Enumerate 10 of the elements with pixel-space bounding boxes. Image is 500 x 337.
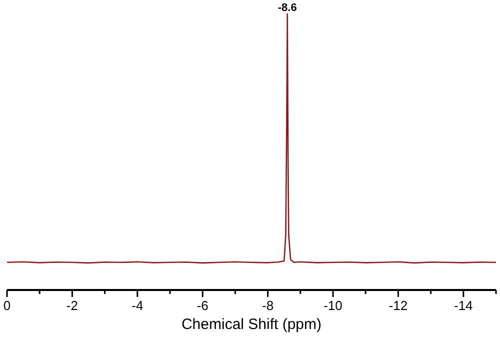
x-tick-label: -6 [196, 298, 208, 313]
annotation: -8.6 [278, 2, 297, 14]
x-tick-label: -10 [324, 298, 342, 313]
x-tick-label: -8 [262, 298, 274, 313]
x-tick-label: -4 [132, 298, 144, 313]
x-tick-label: -12 [388, 298, 408, 313]
x-axis-title: Chemical Shift (ppm) [181, 316, 322, 333]
x-tick-label: -14 [454, 298, 473, 313]
x-tick-label: -2 [66, 298, 78, 313]
x-tick-label: 0 [3, 298, 11, 313]
